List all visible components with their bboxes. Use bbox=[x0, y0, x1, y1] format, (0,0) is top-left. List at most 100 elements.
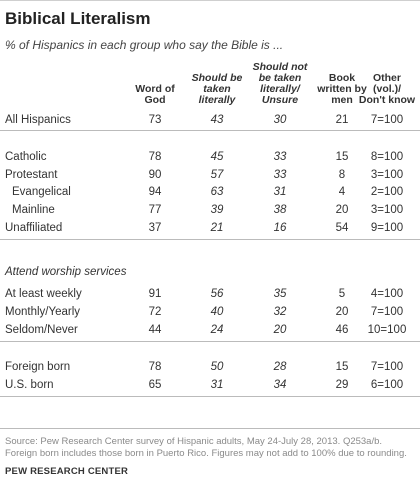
row-label: Protestant bbox=[5, 169, 58, 181]
table-cell: 21 bbox=[210, 222, 224, 234]
column-header-line: Other bbox=[372, 72, 401, 84]
table-cell: 63 bbox=[210, 186, 224, 198]
column-header-line: Unsure bbox=[261, 94, 299, 106]
table-cell: 94 bbox=[148, 186, 162, 198]
table-cell: 46 bbox=[335, 324, 349, 336]
table-cell: 31 bbox=[210, 379, 224, 391]
table-cell: 7=100 bbox=[370, 306, 404, 318]
column-header-line: be taken bbox=[258, 72, 302, 84]
table-row: All Hispanics 73 43 30 21 7=100 bbox=[0, 112, 420, 130]
table-cell: 54 bbox=[335, 222, 349, 234]
row-label: All Hispanics bbox=[5, 114, 71, 126]
table-cell: 78 bbox=[148, 151, 162, 163]
column-header: Other (vol.)/Don't know bbox=[354, 56, 420, 106]
section-label: Attend worship services bbox=[5, 266, 127, 278]
table-cell: 39 bbox=[210, 204, 224, 216]
table-cell: 45 bbox=[210, 151, 224, 163]
table-row: Seldom/Never 44 24 20 46 10=100 bbox=[0, 322, 420, 340]
table-cell: 90 bbox=[148, 169, 162, 181]
column-header-line: Word of bbox=[135, 83, 175, 95]
table-row: Unaffiliated 37 21 16 54 9=100 bbox=[0, 220, 420, 238]
table-cell: 9=100 bbox=[370, 222, 404, 234]
table-cell: 78 bbox=[148, 361, 162, 373]
row-label: Catholic bbox=[5, 151, 47, 163]
column-header-line: Book bbox=[328, 72, 356, 84]
column-header: Word of God bbox=[123, 56, 187, 106]
row-label: Seldom/Never bbox=[5, 324, 78, 336]
table-cell: 44 bbox=[148, 324, 162, 336]
table-cell: 16 bbox=[273, 222, 287, 234]
row-divider bbox=[0, 428, 420, 429]
row-label: Evangelical bbox=[12, 186, 71, 198]
row-divider bbox=[0, 341, 420, 342]
table-cell: 5 bbox=[338, 288, 346, 300]
source-note: Source: Pew Research Center survey of Hi… bbox=[5, 436, 407, 459]
column-header: Book written by men bbox=[312, 56, 372, 106]
table-cell: 33 bbox=[273, 169, 287, 181]
table-cell: 30 bbox=[273, 114, 287, 126]
table-row: Evangelical 94 63 31 4 2=100 bbox=[0, 184, 420, 202]
row-label: Unaffiliated bbox=[5, 222, 63, 234]
table-cell: 2=100 bbox=[370, 186, 404, 198]
table-cell: 7=100 bbox=[370, 361, 404, 373]
table-cell: 77 bbox=[148, 204, 162, 216]
column-header-line: God bbox=[144, 94, 166, 106]
table-cell: 21 bbox=[335, 114, 349, 126]
table-cell: 29 bbox=[335, 379, 349, 391]
table-cell: 20 bbox=[335, 204, 349, 216]
column-header: Should be taken literally bbox=[185, 56, 249, 106]
table-cell: 15 bbox=[335, 361, 349, 373]
top-divider bbox=[0, 0, 420, 1]
column-header-line: taken bbox=[203, 83, 231, 95]
brand-label: PEW RESEARCH CENTER bbox=[5, 466, 129, 477]
table-cell: 34 bbox=[273, 379, 287, 391]
table-cell: 8=100 bbox=[370, 151, 404, 163]
table-cell: 28 bbox=[273, 361, 287, 373]
chart-subtitle: % of Hispanics in each group who say the… bbox=[5, 38, 284, 52]
table-cell: 3=100 bbox=[370, 204, 404, 216]
table-cell: 10=100 bbox=[367, 324, 407, 336]
table-cell: 7=100 bbox=[370, 114, 404, 126]
table-cell: 73 bbox=[148, 114, 162, 126]
table-cell: 6=100 bbox=[370, 379, 404, 391]
row-label: Foreign born bbox=[5, 361, 71, 373]
row-label: Mainline bbox=[12, 204, 55, 216]
row-divider bbox=[0, 239, 420, 240]
column-header-line: men bbox=[331, 94, 353, 106]
table-cell: 91 bbox=[148, 288, 162, 300]
table-cell: 4 bbox=[338, 186, 346, 198]
table-row: At least weekly 91 56 35 5 4=100 bbox=[0, 286, 420, 304]
table-row: U.S. born 65 31 34 29 6=100 bbox=[0, 377, 420, 395]
table-cell: 50 bbox=[210, 361, 224, 373]
table-cell: 57 bbox=[210, 169, 224, 181]
table-cell: 37 bbox=[148, 222, 162, 234]
table-cell: 72 bbox=[148, 306, 162, 318]
row-label: At least weekly bbox=[5, 288, 82, 300]
table-cell: 20 bbox=[273, 324, 287, 336]
table-cell: 15 bbox=[335, 151, 349, 163]
table-row: Catholic 78 45 33 15 8=100 bbox=[0, 149, 420, 167]
table-cell: 38 bbox=[273, 204, 287, 216]
table-row: Protestant 90 57 33 8 3=100 bbox=[0, 167, 420, 185]
column-header-line: literally bbox=[198, 94, 236, 106]
row-label: U.S. born bbox=[5, 379, 54, 391]
column-header-line: Should be bbox=[191, 72, 243, 84]
table-cell: 43 bbox=[210, 114, 224, 126]
column-header-line: Should not bbox=[252, 61, 308, 73]
row-divider bbox=[0, 396, 420, 397]
chart-title: Biblical Literalism bbox=[5, 9, 151, 28]
table-row: Mainline 77 39 38 20 3=100 bbox=[0, 202, 420, 220]
table-cell: 35 bbox=[273, 288, 287, 300]
table-cell: 3=100 bbox=[370, 169, 404, 181]
row-divider bbox=[0, 130, 420, 131]
table-cell: 8 bbox=[338, 169, 346, 181]
table-cell: 33 bbox=[273, 151, 287, 163]
table-cell: 31 bbox=[273, 186, 287, 198]
table-cell: 32 bbox=[273, 306, 287, 318]
column-header-line: Don't know bbox=[358, 94, 416, 106]
table-cell: 40 bbox=[210, 306, 224, 318]
table-cell: 20 bbox=[335, 306, 349, 318]
column-header: Should not be taken literally/Unsure bbox=[245, 56, 315, 106]
table-row: Foreign born 78 50 28 15 7=100 bbox=[0, 359, 420, 377]
